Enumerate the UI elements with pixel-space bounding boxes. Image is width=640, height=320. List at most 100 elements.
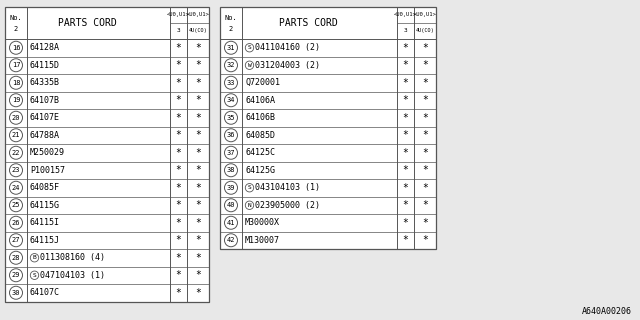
Text: *: * [195,78,201,88]
Text: <U0,U1>: <U0,U1> [187,12,209,17]
Text: 36: 36 [227,132,236,138]
Text: *: * [403,78,408,88]
Text: *: * [422,200,428,210]
Text: 64107C: 64107C [30,288,60,297]
Text: 64125C: 64125C [245,148,275,157]
Text: *: * [403,95,408,105]
Text: 023905000 (2): 023905000 (2) [255,201,320,210]
Text: 64107B: 64107B [30,96,60,105]
Text: *: * [195,235,201,245]
Text: 011308160 (4): 011308160 (4) [40,253,105,262]
Text: 041104160 (2): 041104160 (2) [255,43,320,52]
Text: *: * [422,130,428,140]
Text: <U0,U1>: <U0,U1> [394,12,417,17]
Text: *: * [403,43,408,53]
Text: *: * [403,200,408,210]
Text: *: * [175,95,181,105]
Text: *: * [175,270,181,280]
Text: *: * [175,43,181,53]
Text: *: * [422,218,428,228]
Text: *: * [403,235,408,245]
Text: *: * [175,165,181,175]
Text: *: * [175,218,181,228]
Text: *: * [403,60,408,70]
Text: *: * [175,253,181,263]
Text: <U0,U1>: <U0,U1> [413,12,436,17]
Text: *: * [195,253,201,263]
Text: *: * [422,235,428,245]
Text: *: * [422,183,428,193]
Text: 18: 18 [12,80,20,86]
Text: 29: 29 [12,272,20,278]
Text: S: S [248,45,252,50]
Text: 17: 17 [12,62,20,68]
Text: *: * [175,288,181,298]
Text: *: * [175,113,181,123]
Text: 40: 40 [227,202,236,208]
Text: *: * [195,288,201,298]
Text: *: * [195,270,201,280]
Text: *: * [403,113,408,123]
Text: W: W [248,63,252,68]
Text: *: * [195,200,201,210]
Text: S: S [248,185,252,190]
Text: *: * [403,218,408,228]
Text: Q720001: Q720001 [245,78,280,87]
Text: *: * [403,183,408,193]
Text: 42: 42 [227,237,236,243]
Bar [5,7,209,301]
Text: 35: 35 [227,115,236,121]
Text: *: * [175,78,181,88]
Text: 2: 2 [229,26,233,32]
Text: 64115G: 64115G [30,201,60,210]
Text: *: * [175,130,181,140]
Text: M250029: M250029 [30,148,65,157]
Text: 28: 28 [12,255,20,261]
Text: 34: 34 [227,97,236,103]
Text: M30000X: M30000X [245,218,280,227]
Text: *: * [195,43,201,53]
Text: 64115J: 64115J [30,236,60,245]
Text: B: B [33,255,36,260]
Text: PARTS CORD: PARTS CORD [279,18,338,28]
Text: 2: 2 [14,26,18,32]
Text: 3: 3 [404,28,408,33]
Text: N: N [248,203,252,208]
Text: 64106B: 64106B [245,113,275,122]
Text: No.: No. [225,15,237,21]
Text: 64115I: 64115I [30,218,60,227]
Text: *: * [195,183,201,193]
Text: 4U(CO): 4U(CO) [415,28,435,33]
Text: 19: 19 [12,97,20,103]
Text: 41: 41 [227,220,236,226]
Text: 64085D: 64085D [245,131,275,140]
Text: 37: 37 [227,150,236,156]
Text: A640A00206: A640A00206 [582,307,632,316]
Text: 4U(CO): 4U(CO) [189,28,207,33]
Text: 24: 24 [12,185,20,191]
Text: 21: 21 [12,132,20,138]
Text: 3: 3 [177,28,180,33]
Text: 64107E: 64107E [30,113,60,122]
Text: *: * [422,165,428,175]
Text: *: * [175,183,181,193]
Text: *: * [175,148,181,158]
Text: *: * [422,113,428,123]
Text: 047104103 (1): 047104103 (1) [40,271,105,280]
Text: 23: 23 [12,167,20,173]
Text: *: * [195,95,201,105]
Text: *: * [195,165,201,175]
Text: 043104103 (1): 043104103 (1) [255,183,320,192]
Text: *: * [422,43,428,53]
Text: PARTS CORD: PARTS CORD [58,18,117,28]
Text: 20: 20 [12,115,20,121]
Text: 16: 16 [12,45,20,51]
Bar [220,7,436,249]
Text: 31: 31 [227,45,236,51]
Text: 64115D: 64115D [30,61,60,70]
Text: S: S [33,273,36,278]
Text: 39: 39 [227,185,236,191]
Text: *: * [422,148,428,158]
Text: M130007: M130007 [245,236,280,245]
Text: No.: No. [10,15,22,21]
